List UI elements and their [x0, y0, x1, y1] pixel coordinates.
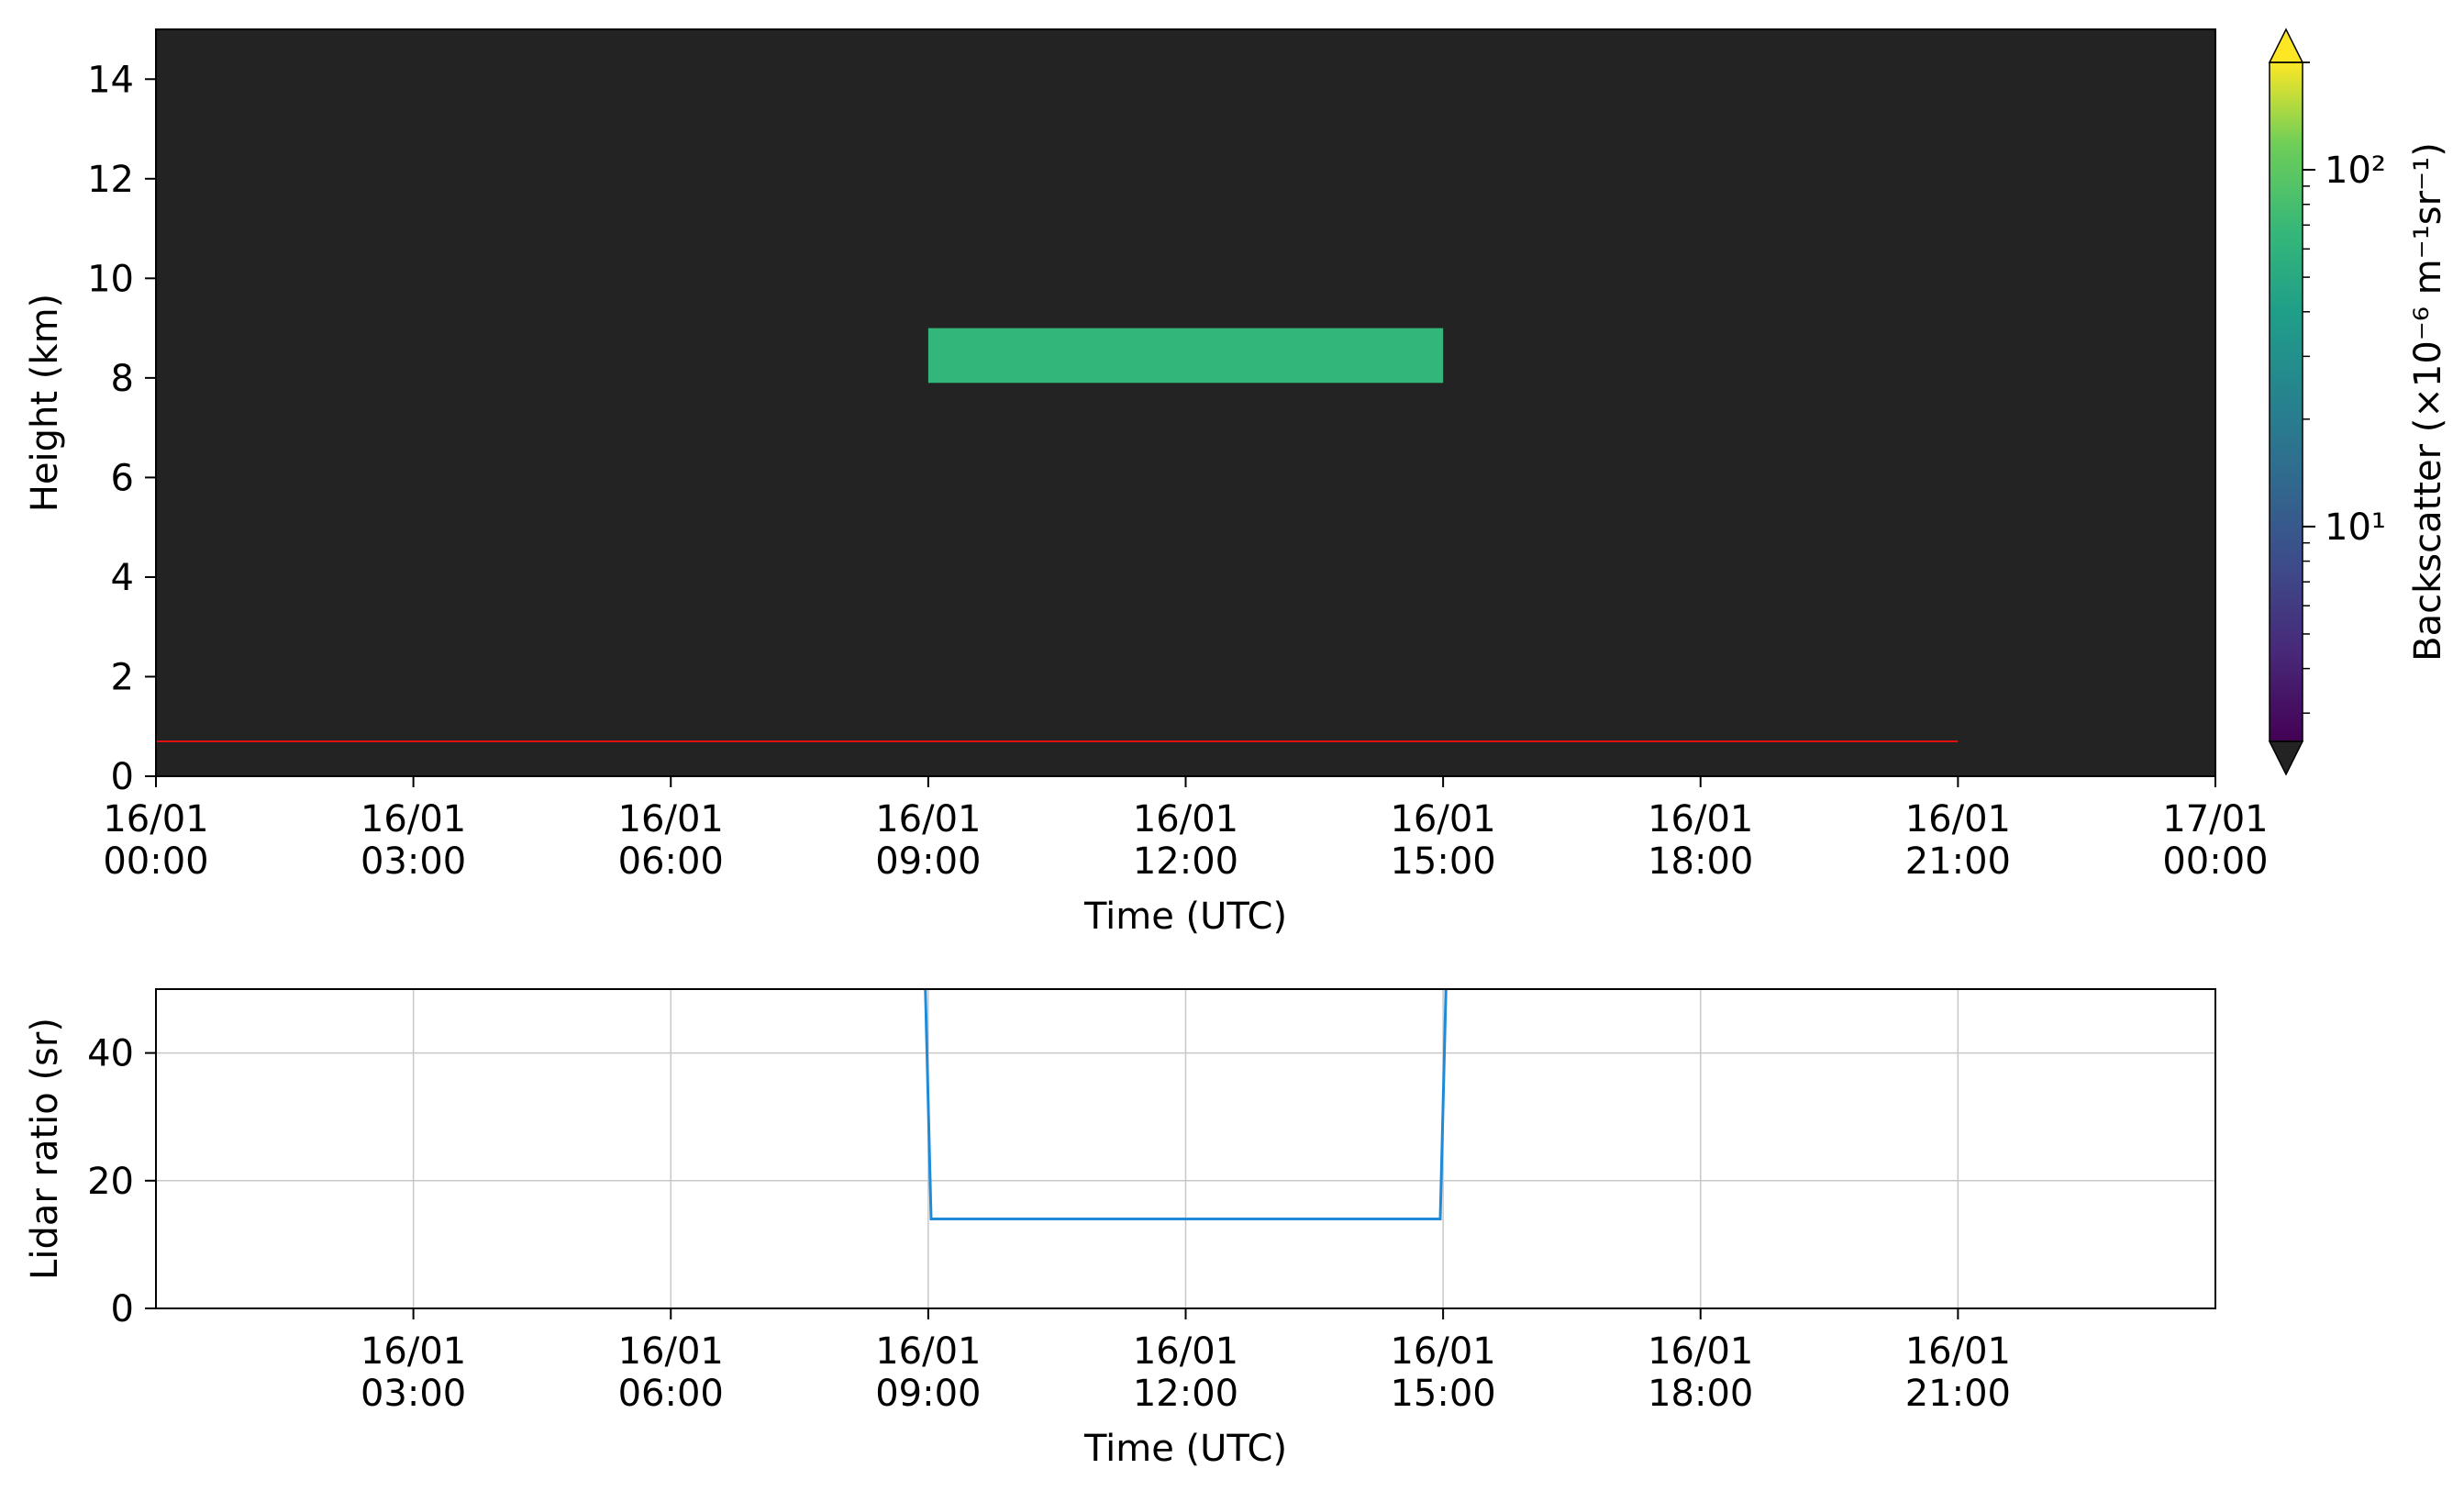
- lidar-ratio-panel: 16/0103:0016/0106:0016/0109:0016/0112:00…: [24, 988, 2216, 1470]
- lidar-ratio-x-tick-label: 16/01: [1133, 1330, 1238, 1373]
- lidar-ratio-x-axis-label: Time (UTC): [1083, 1428, 1287, 1470]
- backscatter-y-tick-label: 0: [111, 756, 134, 798]
- colorbar-tick-label: 10²: [2325, 150, 2386, 192]
- lidar-ratio-y-axis-label: Lidar ratio (sr): [24, 1018, 66, 1280]
- backscatter-y-tick-label: 8: [111, 358, 134, 400]
- lidar-ratio-y-tick-label: 20: [87, 1161, 134, 1203]
- backscatter-x-tick-label: 18:00: [1648, 840, 1753, 883]
- backscatter-plot-area: [156, 29, 2215, 776]
- backscatter-panel: 16/0100:0016/0103:0016/0106:0016/0109:00…: [24, 28, 2269, 938]
- backscatter-y-tick-label: 12: [87, 159, 134, 201]
- lidar-ratio-y-tick-label: 40: [87, 1033, 134, 1075]
- backscatter-y-tick-label: 4: [111, 557, 134, 599]
- lidar-ratio-y-tick-label: 0: [111, 1288, 134, 1330]
- backscatter-x-tick-label: 16/01: [103, 798, 208, 840]
- lidar-ratio-x-tick-label: 16/01: [1648, 1330, 1753, 1373]
- backscatter-x-tick-label: 17/01: [2162, 798, 2268, 840]
- colorbar: 10¹ 10² Backscatter (×10⁻⁶ m⁻¹sr⁻¹): [2268, 28, 2449, 776]
- backscatter-y-tick-label: 10: [87, 258, 134, 300]
- lidar-ratio-x-tick-label: 16/01: [618, 1330, 724, 1373]
- backscatter-x-tick-label: 09:00: [875, 840, 981, 883]
- backscatter-x-tick-label: 00:00: [2162, 840, 2268, 883]
- colorbar-over-extension: [2268, 28, 2304, 63]
- lidar-ratio-x-tick-label: 09:00: [875, 1373, 981, 1415]
- backscatter-x-tick-label: 21:00: [1905, 840, 2011, 883]
- backscatter-y-tick-label: 2: [111, 656, 134, 698]
- cloud-layer-0: [927, 328, 1444, 384]
- backscatter-x-tick-label: 15:00: [1390, 840, 1495, 883]
- lidar-ratio-x-tick-label: 21:00: [1905, 1373, 2011, 1415]
- lidar-ratio-x-tick-label: 16/01: [1390, 1330, 1495, 1373]
- backscatter-y-axis-label: Height (km): [24, 294, 66, 512]
- backscatter-x-tick-label: 16/01: [1648, 798, 1753, 840]
- lidar-ratio-x-tick-label: 18:00: [1648, 1373, 1753, 1415]
- backscatter-x-tick-label: 16/01: [875, 798, 981, 840]
- backscatter-x-tick-label: 16/01: [1133, 798, 1238, 840]
- lidar-ratio-series-line: [924, 988, 1448, 1221]
- backscatter-x-tick-label: 06:00: [618, 840, 724, 883]
- backscatter-x-axis-label: Time (UTC): [1083, 896, 1287, 938]
- lidar-ratio-x-tick-label: 12:00: [1133, 1373, 1238, 1415]
- colorbar-under-extension: [2268, 740, 2304, 776]
- backscatter-x-tick-label: 16/01: [361, 798, 466, 840]
- colorbar-label: Backscatter (×10⁻⁶ m⁻¹sr⁻¹): [2407, 142, 2449, 662]
- backscatter-x-tick-label: 16/01: [1905, 798, 2011, 840]
- lidar-ratio-x-tick-label: 03:00: [361, 1373, 466, 1415]
- lidar-ratio-x-tick-label: 16/01: [875, 1330, 981, 1373]
- colorbar-tick-label: 10¹: [2325, 506, 2386, 549]
- lidar-ratio-x-tick-label: 16/01: [361, 1330, 466, 1373]
- colorbar-frame: [2269, 61, 2303, 742]
- backscatter-x-tick-label: 12:00: [1133, 840, 1238, 883]
- backscatter-x-tick-label: 03:00: [361, 840, 466, 883]
- backscatter-x-tick-label: 00:00: [103, 840, 208, 883]
- backscatter-y-tick-label: 6: [111, 457, 134, 499]
- lidar-ratio-x-tick-label: 16/01: [1905, 1330, 2011, 1373]
- colorbar-gradient: [2270, 62, 2303, 741]
- lidar-ratio-x-tick-label: 15:00: [1390, 1373, 1495, 1415]
- backscatter-x-tick-label: 16/01: [1390, 798, 1495, 840]
- backscatter-y-tick-label: 14: [87, 59, 134, 101]
- backscatter-x-tick-label: 16/01: [618, 798, 724, 840]
- lidar-ratio-x-tick-label: 06:00: [618, 1373, 724, 1415]
